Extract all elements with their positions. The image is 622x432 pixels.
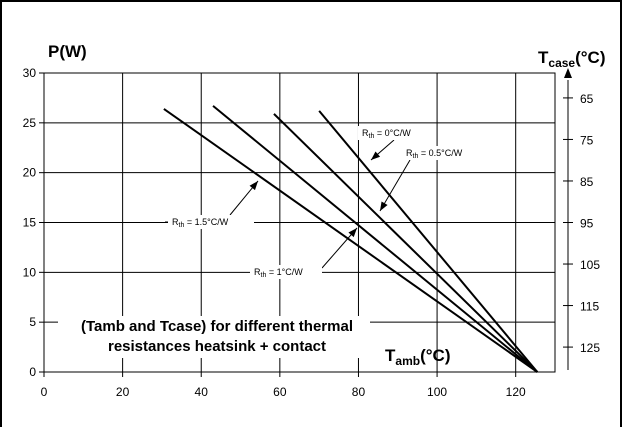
caption-line-1: (Tamb and Tcase) for different thermal bbox=[81, 318, 353, 335]
svg-text:Rth = 0°C/W: Rth = 0°C/W bbox=[362, 128, 411, 140]
caption-background bbox=[58, 316, 370, 358]
series-label-3: Rth = 1.5°C/W bbox=[168, 215, 254, 229]
caption-line-2: resistances heatsink + contact bbox=[108, 338, 326, 355]
x-tick-label-2: 40 bbox=[195, 385, 209, 399]
arrow-rth-0-head bbox=[371, 151, 381, 160]
tcase-axis-arrowhead bbox=[564, 68, 572, 78]
series-label-2-sub: th bbox=[261, 272, 267, 279]
series-label-3-main: R bbox=[172, 217, 179, 227]
x-tick-label-5: 100 bbox=[427, 385, 447, 399]
y-tick-label-3: 15 bbox=[23, 216, 37, 230]
series-label-0-rest: = 0°C/W bbox=[374, 128, 411, 138]
series-label-0-sub: th bbox=[369, 133, 375, 140]
tcase-tick-label-1: 75 bbox=[580, 133, 594, 147]
x-tick-labels: 0 20 40 60 80 100 120 bbox=[41, 372, 526, 399]
series-label-1-rest: = 0.5°C/W bbox=[418, 148, 462, 158]
tamb-title-sub: amb bbox=[395, 354, 420, 368]
tcase-tick-label-0: 65 bbox=[580, 92, 594, 106]
svg-text:Rth = 1.5°C/W: Rth = 1.5°C/W bbox=[172, 217, 229, 229]
series-label-3-sub: th bbox=[179, 222, 185, 229]
tcase-title-unit: (°C) bbox=[575, 48, 605, 67]
tcase-tick-labels: 65 75 85 95 105 115 125 bbox=[563, 92, 600, 355]
tcase-tick-label-2: 85 bbox=[580, 175, 594, 189]
tcase-tick-label-4: 105 bbox=[580, 258, 600, 272]
y-tick-labels: 0 5 10 15 20 25 30 bbox=[23, 66, 44, 379]
tamb-title-main: T bbox=[385, 346, 396, 365]
series-label-1: Rth = 0.5°C/W bbox=[402, 146, 488, 160]
tcase-tick-label-5: 115 bbox=[580, 300, 599, 314]
y-axis-title: P(W) bbox=[48, 42, 87, 61]
series-label-1-main: R bbox=[406, 148, 413, 158]
series-label-2-rest: = 1°C/W bbox=[266, 267, 303, 277]
y-tick-label-4: 20 bbox=[23, 166, 37, 180]
arrow-rth-05-head bbox=[380, 201, 388, 211]
tamb-axis-title: Tamb(°C) bbox=[385, 346, 450, 368]
tcase-tick-label-3: 95 bbox=[580, 217, 594, 231]
tcase-title-main: T bbox=[538, 48, 549, 67]
arrow-rth-05-shaft bbox=[379, 159, 411, 212]
tcase-tick-label-6: 125 bbox=[580, 341, 600, 355]
tcase-title-sub: case bbox=[548, 56, 575, 70]
tamb-title-unit: (°C) bbox=[420, 346, 450, 365]
series-label-2: Rth = 1°C/W bbox=[250, 265, 322, 279]
arrow-rth-15-head bbox=[249, 181, 258, 191]
series-label-3-rest: = 1.5°C/W bbox=[184, 217, 228, 227]
x-tick-label-6: 120 bbox=[506, 385, 526, 399]
x-tick-label-4: 80 bbox=[352, 385, 366, 399]
x-tick-label-0: 0 bbox=[41, 385, 48, 399]
series-label-0: Rth = 0°C/W bbox=[358, 126, 436, 140]
series-line-1 bbox=[273, 113, 539, 373]
x-tick-label-3: 60 bbox=[273, 385, 287, 399]
y-tick-label-1: 5 bbox=[29, 315, 36, 329]
y-tick-label-5: 25 bbox=[23, 116, 37, 130]
series-label-1-sub: th bbox=[413, 153, 419, 160]
y-tick-label-2: 10 bbox=[23, 265, 37, 279]
x-tick-label-1: 20 bbox=[116, 385, 130, 399]
svg-text:Rth = 0.5°C/W: Rth = 0.5°C/W bbox=[406, 148, 463, 160]
tcase-axis-title: Tcase(°C) bbox=[538, 48, 606, 70]
series-lines bbox=[163, 105, 539, 373]
series-label-0-main: R bbox=[362, 128, 369, 138]
y-tick-label-6: 30 bbox=[23, 66, 37, 80]
series-line-2 bbox=[212, 105, 538, 373]
arrow-rth-1-head bbox=[348, 228, 357, 238]
y-tick-label-0: 0 bbox=[29, 365, 36, 379]
series-line-0 bbox=[318, 110, 539, 373]
series-line-3 bbox=[163, 108, 538, 373]
svg-text:Rth = 1°C/W: Rth = 1°C/W bbox=[254, 267, 303, 279]
series-label-2-main: R bbox=[254, 267, 261, 277]
label-arrows bbox=[165, 139, 411, 269]
